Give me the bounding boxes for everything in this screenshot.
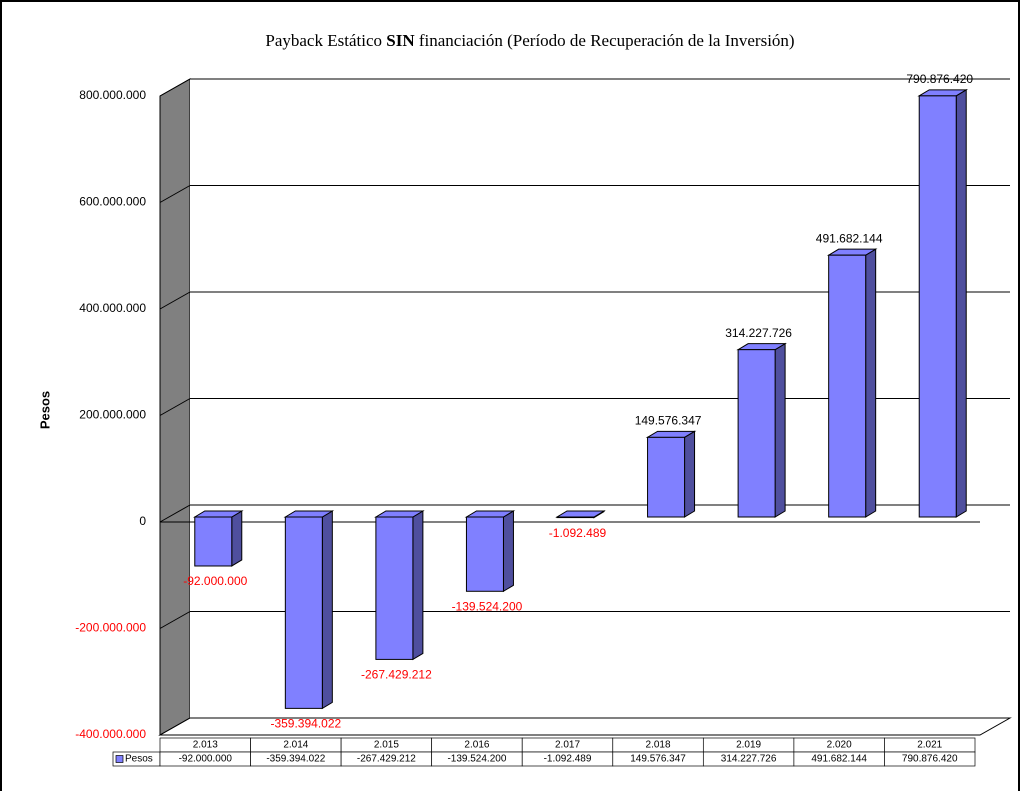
x-tick-label: 2.016 <box>464 740 489 751</box>
bar <box>647 436 686 518</box>
bar <box>284 516 323 709</box>
y-tick-label: 600.000.000 <box>79 195 146 209</box>
bar <box>556 516 595 519</box>
grid-line-side <box>159 398 191 416</box>
x-tick-label: 2.017 <box>555 740 580 751</box>
bar-side <box>231 510 243 567</box>
data-label: 314.227.726 <box>725 326 792 340</box>
bar <box>194 516 233 567</box>
bar-side <box>502 510 514 593</box>
table-value: -92.000.000 <box>179 754 233 765</box>
x-tick-label: 2.014 <box>283 740 308 751</box>
title-part: Payback Estático <box>265 31 386 50</box>
title-part: SIN <box>386 31 415 50</box>
y-axis-label: Pesos <box>37 391 52 429</box>
data-label: -267.429.212 <box>361 668 432 682</box>
table-value: 790.876.420 <box>902 754 958 765</box>
bar-side <box>321 510 333 710</box>
y-tick-label: 400.000.000 <box>79 301 146 315</box>
table-value: 149.576.347 <box>630 754 686 765</box>
chart-title: Payback Estático SIN financiación (Perío… <box>265 31 794 50</box>
x-tick-label: 2.020 <box>827 740 852 751</box>
bar <box>737 349 776 518</box>
y-tick-label: 0 <box>139 514 146 528</box>
data-label: 149.576.347 <box>635 414 702 428</box>
x-tick-label: 2.013 <box>193 740 218 751</box>
table-value: -267.429.212 <box>357 754 416 765</box>
data-label: -1.092.489 <box>549 526 607 540</box>
x-tick-label: 2.018 <box>646 740 671 751</box>
data-label: 491.682.144 <box>816 231 883 245</box>
bar-side <box>955 88 967 518</box>
table-value: -359.394.022 <box>266 754 325 765</box>
grid-line-side <box>159 611 191 629</box>
y-tick-label: 800.000.000 <box>79 88 146 102</box>
table-cell <box>884 751 976 767</box>
grid-line-side <box>159 78 191 97</box>
legend-swatch <box>115 755 124 763</box>
grid-line-side <box>159 185 191 203</box>
bar <box>375 516 414 660</box>
legend-label: Pesos <box>125 754 153 765</box>
bar <box>918 95 957 518</box>
bar-side <box>774 342 786 518</box>
y-tick-label: 200.000.000 <box>79 408 146 422</box>
table-value: 491.682.144 <box>811 754 867 765</box>
x-tick-label: 2.021 <box>917 740 942 751</box>
title-part: financiación (Período de Recuperación de… <box>415 31 795 50</box>
bar <box>465 516 504 592</box>
table-value: -1.092.489 <box>544 754 592 765</box>
grid-line-side <box>159 717 191 736</box>
grid-line-side <box>159 291 191 310</box>
bar-side <box>412 510 424 661</box>
grid-line-side <box>159 504 191 523</box>
data-label: 790.876.420 <box>906 72 973 86</box>
table-value: 314.227.726 <box>721 754 777 765</box>
y-tick-label: -400.000.000 <box>75 727 146 741</box>
bar <box>828 254 867 518</box>
y-tick-label: -200.000.000 <box>75 621 146 635</box>
data-label: -92.000.000 <box>183 574 247 588</box>
bar-side <box>865 248 877 518</box>
x-tick-label: 2.019 <box>736 740 761 751</box>
bar-side <box>684 430 696 518</box>
x-tick-label: 2.015 <box>374 740 399 751</box>
table-value: -139.524.200 <box>447 754 506 765</box>
data-label: -359.394.022 <box>270 717 341 731</box>
data-label: -139.524.200 <box>452 599 523 613</box>
